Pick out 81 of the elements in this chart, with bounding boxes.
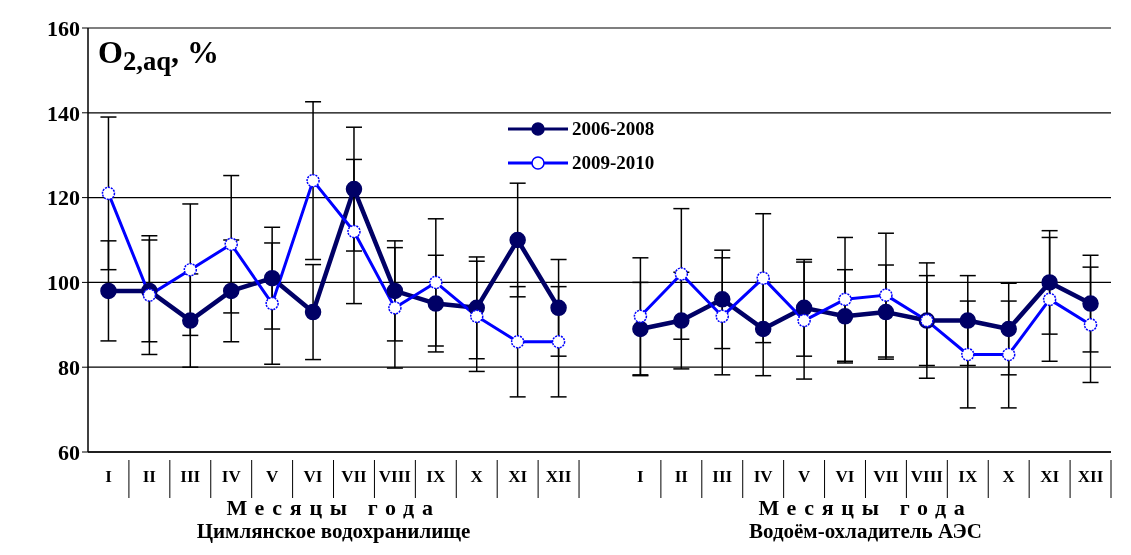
point bbox=[715, 309, 730, 324]
y-tick-label: 100 bbox=[47, 270, 80, 296]
point bbox=[101, 186, 116, 201]
point bbox=[469, 309, 484, 324]
x-tick-label: IX bbox=[426, 467, 446, 486]
legend-label: 2009-2010 bbox=[572, 152, 655, 174]
y-tick-label: 120 bbox=[47, 185, 80, 211]
point bbox=[797, 313, 811, 328]
point bbox=[879, 288, 893, 302]
x-tick-label: XII bbox=[1077, 467, 1104, 486]
x-tick-label: IX bbox=[958, 467, 978, 486]
x-tick-label: X bbox=[470, 467, 484, 486]
text: Месяцы года bbox=[758, 495, 973, 520]
point bbox=[632, 320, 649, 338]
point bbox=[673, 312, 690, 329]
point bbox=[142, 288, 157, 302]
point bbox=[183, 262, 198, 277]
point bbox=[838, 292, 852, 307]
point bbox=[509, 231, 526, 249]
x-tick-label: IV bbox=[221, 467, 242, 486]
point bbox=[427, 295, 445, 312]
text: Водоём-охладитель АЭС bbox=[748, 519, 983, 544]
point bbox=[429, 275, 443, 290]
point bbox=[961, 347, 975, 362]
x-tick-label: VII bbox=[341, 467, 368, 486]
point bbox=[345, 180, 363, 198]
point bbox=[182, 312, 199, 329]
x-tick-label: X bbox=[1002, 467, 1016, 486]
y-tick-label: 140 bbox=[47, 100, 80, 126]
x-tick-label: VI bbox=[303, 467, 323, 486]
x-tick-label: XI bbox=[1040, 467, 1060, 486]
point bbox=[1000, 320, 1017, 338]
text: Цимлянское водохранилище bbox=[195, 519, 472, 544]
point bbox=[100, 282, 117, 300]
x-tick-label: III bbox=[180, 467, 201, 486]
point bbox=[795, 299, 813, 317]
point bbox=[756, 271, 770, 285]
x-tick-label: XI bbox=[508, 467, 528, 486]
x-axis-title: Месяцы года bbox=[225, 495, 442, 521]
x-tick-label: IV bbox=[753, 467, 774, 486]
x-tick-label: XII bbox=[545, 467, 572, 486]
point bbox=[836, 308, 854, 325]
x-tick-label: V bbox=[266, 467, 279, 486]
point bbox=[1083, 318, 1098, 332]
x-tick-label: II bbox=[142, 467, 157, 486]
point bbox=[1082, 295, 1099, 312]
point bbox=[1001, 347, 1016, 362]
point bbox=[306, 173, 320, 188]
point bbox=[224, 237, 238, 251]
x-tick-label: VI bbox=[835, 467, 855, 486]
point bbox=[304, 303, 322, 321]
point bbox=[550, 299, 567, 317]
x-tick-label: VII bbox=[873, 467, 900, 486]
point bbox=[265, 296, 279, 311]
point bbox=[263, 269, 281, 287]
y-tick-label: 60 bbox=[58, 439, 80, 465]
x-tick-label: VIII bbox=[910, 467, 944, 486]
point bbox=[714, 291, 731, 308]
point bbox=[510, 335, 525, 349]
x-tick-label: VIII bbox=[378, 467, 412, 486]
point bbox=[877, 303, 895, 321]
point bbox=[347, 224, 361, 239]
x-tick-label: I bbox=[637, 467, 645, 486]
point bbox=[386, 282, 404, 300]
y-tick-label: 160 bbox=[47, 15, 80, 41]
legend-label: 2006-2008 bbox=[572, 118, 655, 140]
x-tick-label: V bbox=[797, 467, 811, 486]
point bbox=[388, 301, 402, 315]
point bbox=[222, 282, 240, 300]
point bbox=[1042, 292, 1057, 307]
point bbox=[1041, 274, 1058, 291]
x-tick-label: I bbox=[105, 467, 113, 486]
point bbox=[633, 309, 648, 324]
y-tick-label: 80 bbox=[58, 355, 80, 381]
y-axis-title: O$_{2,aq}$, % bbox=[98, 34, 220, 78]
x-tick-label: III bbox=[712, 467, 733, 486]
point bbox=[551, 335, 566, 349]
point bbox=[959, 312, 977, 329]
x-tick-label: II bbox=[674, 467, 689, 486]
point bbox=[674, 267, 689, 281]
point bbox=[754, 320, 772, 338]
